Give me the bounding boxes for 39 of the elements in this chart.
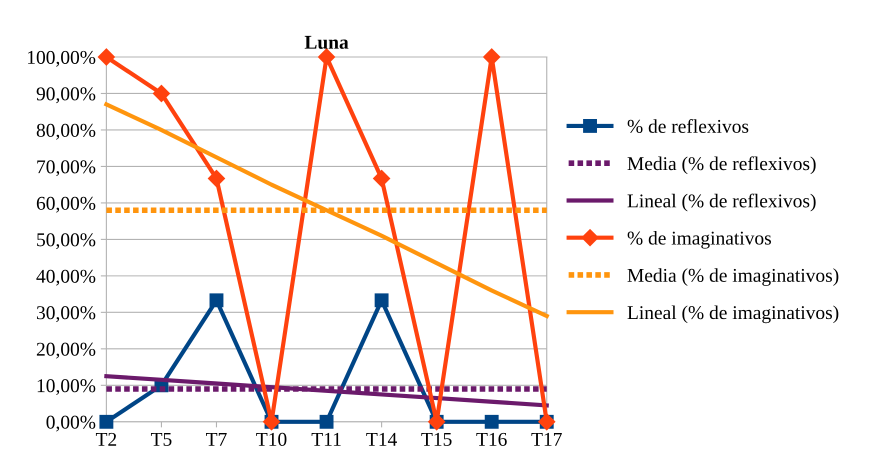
point <box>152 84 170 102</box>
x-tick-label: T10 <box>256 432 286 446</box>
legend-label: % de reflexivos <box>628 119 748 133</box>
y-tick-label: 50,00% <box>37 233 96 250</box>
legend-label: Media (% de reflexivos) <box>628 156 816 174</box>
point <box>318 48 336 66</box>
chart-title: Luna <box>304 36 348 49</box>
y-tick-label: 70,00% <box>37 160 96 176</box>
x-tick-label: T15 <box>421 432 452 446</box>
x-tick-label: T2 <box>96 432 116 446</box>
point <box>373 170 390 188</box>
point <box>484 414 499 429</box>
legend-label: Lineal (% de reflexivos) <box>628 194 816 212</box>
y-tick-label: 60,00% <box>36 196 96 213</box>
point <box>374 293 389 308</box>
x-tick-label: T14 <box>366 432 397 446</box>
x-tick-label: T16 <box>476 432 507 446</box>
line-series <box>104 374 549 408</box>
x-tick-label: T5 <box>150 432 172 446</box>
y-tick-label: 100,00% <box>28 50 96 67</box>
y-tick-label: 10,00% <box>38 379 96 396</box>
legend-label: % de imaginativos <box>628 231 771 249</box>
legend-label: Lineal (% de imaginativos) <box>628 306 838 324</box>
y-tick-label: 40,00% <box>36 270 96 286</box>
x-tick-label: T17 <box>531 432 562 446</box>
point <box>99 414 114 429</box>
y-tick-label: 80,00% <box>36 124 96 140</box>
point <box>98 48 115 66</box>
y-tick-label: 90,00% <box>36 87 96 104</box>
x-tick-label: T11 <box>312 432 341 446</box>
line-series <box>104 102 549 318</box>
y-tick-label: 30,00% <box>36 306 96 322</box>
point <box>320 414 334 429</box>
point <box>210 293 224 308</box>
legend-label: Media (% de imaginativos) <box>628 268 838 286</box>
point <box>208 170 226 188</box>
x-tick-label: T7 <box>206 432 227 446</box>
y-tick-label: 0,00% <box>46 416 96 432</box>
y-tick-label: 20,00% <box>36 342 96 359</box>
